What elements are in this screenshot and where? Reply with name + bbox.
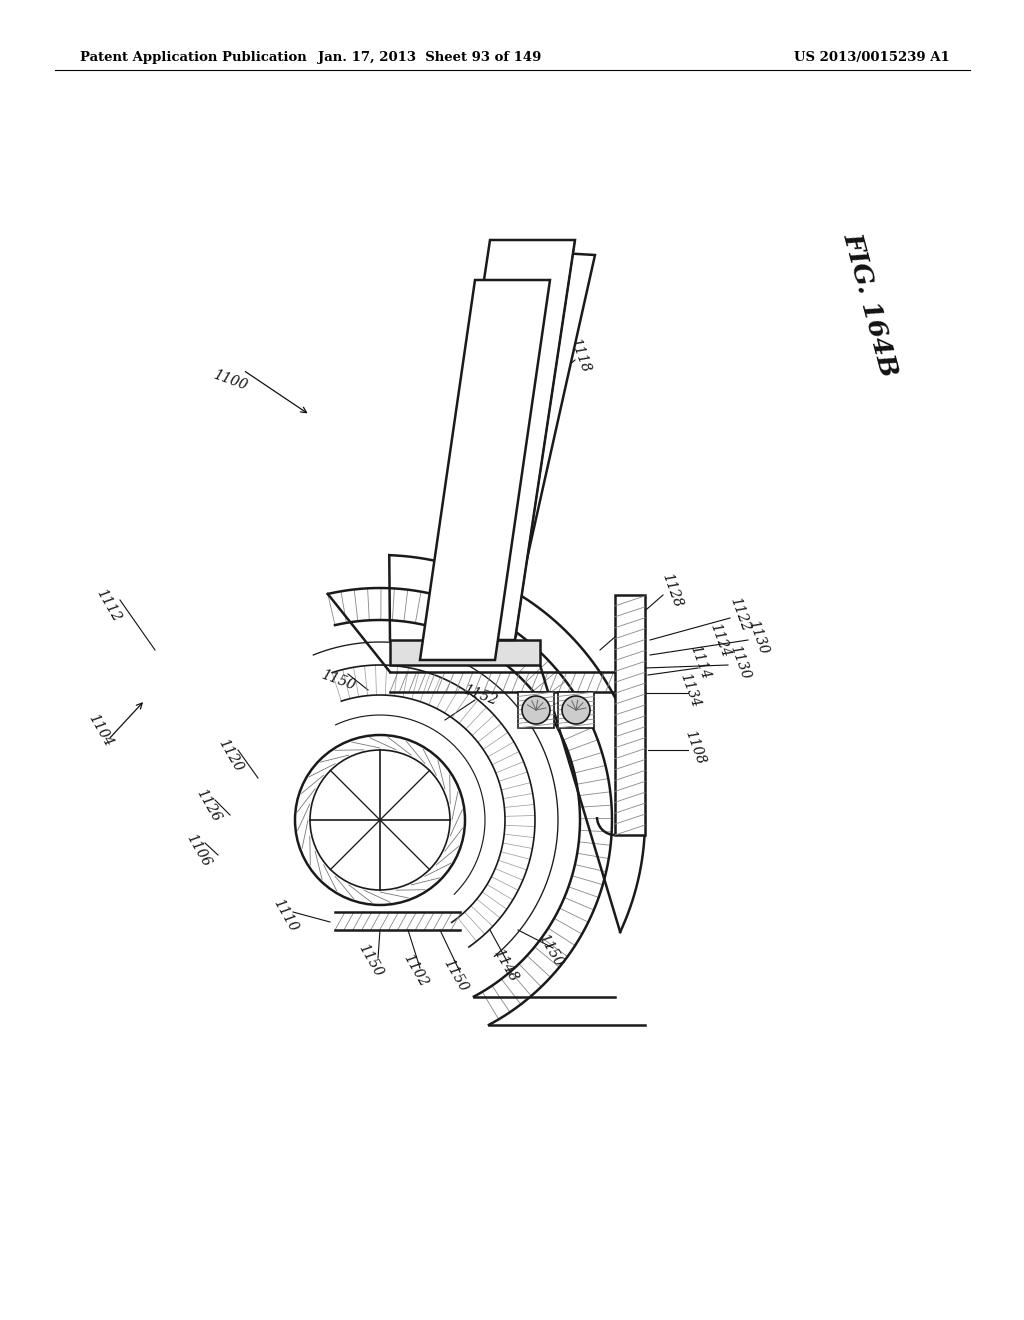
Text: 1124: 1124 — [708, 620, 732, 659]
Text: 1126: 1126 — [194, 787, 223, 824]
Text: 1150: 1150 — [536, 931, 565, 969]
Text: 1112: 1112 — [93, 586, 123, 624]
Text: 1110: 1110 — [270, 896, 300, 933]
Text: 1150: 1150 — [355, 941, 385, 979]
Text: 1122: 1122 — [727, 595, 753, 634]
Text: 1108: 1108 — [682, 727, 708, 766]
Bar — [558, 692, 594, 729]
Text: 1120: 1120 — [215, 737, 245, 774]
Circle shape — [295, 735, 465, 906]
Text: Jan. 17, 2013  Sheet 93 of 149: Jan. 17, 2013 Sheet 93 of 149 — [318, 51, 542, 65]
Text: 1128: 1128 — [659, 572, 685, 609]
Polygon shape — [420, 280, 550, 660]
Text: FIG. 164B: FIG. 164B — [839, 230, 901, 380]
Circle shape — [562, 696, 590, 723]
Text: 1148: 1148 — [490, 946, 520, 983]
Text: 1106: 1106 — [183, 832, 213, 869]
Text: 1150: 1150 — [440, 956, 470, 994]
Text: Patent Application Publication: Patent Application Publication — [80, 51, 307, 65]
Circle shape — [522, 696, 550, 723]
Text: 1150: 1150 — [318, 668, 357, 693]
Text: 1130: 1130 — [745, 618, 771, 656]
Text: 1100: 1100 — [211, 367, 249, 392]
Text: 1102: 1102 — [400, 952, 430, 989]
Polygon shape — [430, 240, 575, 640]
Text: 1134: 1134 — [677, 671, 702, 709]
Polygon shape — [430, 249, 595, 635]
Text: 1114: 1114 — [687, 643, 713, 681]
Text: 1130: 1130 — [727, 643, 753, 681]
Polygon shape — [390, 640, 540, 665]
Text: 1118: 1118 — [567, 335, 593, 374]
Bar — [518, 692, 554, 729]
Text: US 2013/0015239 A1: US 2013/0015239 A1 — [795, 51, 950, 65]
Text: 1152: 1152 — [461, 682, 499, 708]
Text: 1104: 1104 — [85, 711, 115, 748]
Bar — [615, 595, 645, 836]
